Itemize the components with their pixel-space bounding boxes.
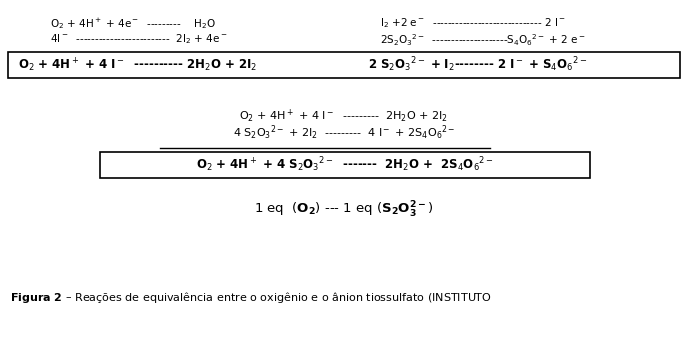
Text: 1 eq  ($\mathbf{O_2}$) --- 1 eq ($\mathbf{S_2O_3^{2-}}$): 1 eq ($\mathbf{O_2}$) --- 1 eq ($\mathbf… xyxy=(255,200,433,220)
Text: O$_2$ + 4H$^+$ + 4e$^-$  ---------    H$_2$O: O$_2$ + 4H$^+$ + 4e$^-$ --------- H$_2$O xyxy=(50,16,216,31)
Text: I$_2$ +2 e$^-$  ----------------------------- 2 I$^-$: I$_2$ +2 e$^-$ -------------------------… xyxy=(380,16,566,30)
Text: 2 S$_2$O$_3$$^{2-}$ + I$_2$-------- 2 I$^-$ + S$_4$O$_6$$^{2-}$: 2 S$_2$O$_3$$^{2-}$ + I$_2$-------- 2 I$… xyxy=(368,56,588,74)
Text: 4I$^-$  -------------------------  2I$_2$ + 4e$^-$: 4I$^-$ ------------------------- 2I$_2$ … xyxy=(50,32,228,46)
Bar xyxy=(100,152,590,178)
Text: O$_2$ + 4H$^+$ + 4 I$^-$  ---------  2H$_2$O + 2I$_2$: O$_2$ + 4H$^+$ + 4 I$^-$ --------- 2H$_2… xyxy=(239,108,449,125)
Text: $\mathbf{Figura\ 2}$ – Reações de equivalência entre o oxigênio e o ânion tiossu: $\mathbf{Figura\ 2}$ – Reações de equiva… xyxy=(10,290,492,305)
Text: 4 S$_2$O$_3$$^{2-}$ + 2I$_2$  ---------  4 I$^-$ + 2S$_4$O$_6$$^{2-}$: 4 S$_2$O$_3$$^{2-}$ + 2I$_2$ --------- 4… xyxy=(233,124,455,142)
Bar xyxy=(8,52,680,78)
Text: O$_2$ + 4H$^+$ + 4 I$^-$  ---------- 2H$_2$O + 2I$_2$: O$_2$ + 4H$^+$ + 4 I$^-$ ---------- 2H$_… xyxy=(18,56,257,74)
Text: 2S$_2$O$_3$$^{2-}$  --------------------S$_4$O$_6$$^{2-}$ + 2 e$^-$: 2S$_2$O$_3$$^{2-}$ --------------------S… xyxy=(380,32,586,48)
Text: O$_2$ + 4H$^+$ + 4 S$_2$O$_3$$^{2-}$  -------  2H$_2$O +  2S$_4$O$_6$$^{2-}$: O$_2$ + 4H$^+$ + 4 S$_2$O$_3$$^{2-}$ ---… xyxy=(196,156,494,174)
